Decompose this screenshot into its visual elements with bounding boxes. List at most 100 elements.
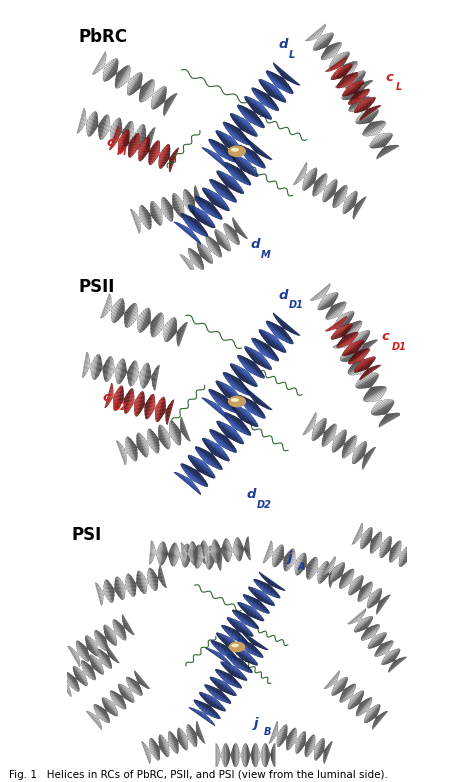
Polygon shape (141, 365, 144, 385)
Polygon shape (109, 359, 113, 380)
Polygon shape (254, 579, 280, 598)
Polygon shape (82, 664, 92, 679)
Polygon shape (155, 572, 158, 584)
Polygon shape (138, 217, 140, 223)
Polygon shape (243, 603, 262, 616)
Polygon shape (253, 745, 254, 766)
Polygon shape (273, 744, 274, 766)
Polygon shape (295, 557, 299, 569)
Polygon shape (135, 392, 142, 416)
Polygon shape (231, 364, 257, 386)
Polygon shape (249, 586, 275, 604)
Polygon shape (266, 321, 293, 344)
Polygon shape (284, 549, 293, 571)
Polygon shape (141, 309, 150, 332)
Polygon shape (349, 74, 355, 78)
Polygon shape (216, 672, 239, 688)
Polygon shape (112, 299, 121, 322)
Polygon shape (316, 34, 326, 43)
Polygon shape (121, 361, 126, 382)
Polygon shape (210, 144, 231, 161)
Polygon shape (217, 170, 244, 194)
Polygon shape (66, 680, 72, 687)
Polygon shape (86, 120, 88, 126)
Polygon shape (323, 185, 326, 190)
Polygon shape (380, 543, 383, 548)
Polygon shape (347, 84, 352, 87)
Polygon shape (252, 747, 253, 763)
Polygon shape (91, 712, 101, 725)
Polygon shape (228, 421, 242, 432)
Polygon shape (222, 681, 228, 685)
Polygon shape (145, 394, 152, 418)
Polygon shape (360, 108, 366, 111)
Polygon shape (314, 419, 327, 441)
Polygon shape (124, 584, 125, 590)
Polygon shape (316, 34, 321, 38)
Polygon shape (353, 445, 359, 457)
Polygon shape (329, 569, 333, 580)
Polygon shape (73, 650, 80, 660)
Polygon shape (202, 188, 229, 211)
Polygon shape (150, 399, 155, 416)
Polygon shape (235, 620, 248, 629)
Polygon shape (147, 395, 155, 419)
Polygon shape (224, 643, 231, 647)
Polygon shape (377, 644, 393, 657)
Polygon shape (229, 618, 253, 633)
Polygon shape (237, 106, 264, 128)
Polygon shape (252, 339, 278, 361)
Polygon shape (201, 457, 211, 465)
Polygon shape (151, 201, 161, 225)
Polygon shape (104, 64, 107, 70)
Polygon shape (168, 734, 174, 752)
Polygon shape (182, 217, 205, 236)
Polygon shape (239, 622, 246, 626)
Polygon shape (252, 88, 279, 111)
Polygon shape (360, 371, 365, 375)
Polygon shape (160, 542, 163, 565)
Polygon shape (182, 218, 203, 235)
Text: d: d (246, 489, 256, 501)
Polygon shape (226, 418, 245, 434)
Polygon shape (332, 431, 342, 448)
Polygon shape (130, 689, 131, 691)
Polygon shape (141, 434, 148, 454)
Polygon shape (241, 145, 264, 165)
Polygon shape (110, 694, 122, 708)
Polygon shape (229, 637, 235, 641)
Polygon shape (147, 572, 152, 588)
Polygon shape (92, 655, 104, 672)
Polygon shape (109, 388, 113, 404)
Polygon shape (342, 319, 352, 328)
Polygon shape (230, 660, 246, 671)
Polygon shape (89, 363, 90, 368)
Polygon shape (110, 692, 125, 709)
Polygon shape (181, 465, 207, 487)
Polygon shape (259, 572, 285, 590)
Polygon shape (196, 731, 199, 737)
Polygon shape (245, 159, 251, 164)
Polygon shape (356, 583, 363, 592)
Polygon shape (129, 438, 137, 459)
Polygon shape (227, 744, 228, 766)
Polygon shape (148, 571, 153, 589)
Polygon shape (231, 646, 258, 665)
Polygon shape (332, 53, 337, 57)
Polygon shape (293, 559, 295, 564)
Polygon shape (128, 77, 132, 85)
Polygon shape (195, 198, 221, 220)
Polygon shape (216, 131, 243, 154)
Polygon shape (221, 626, 248, 644)
Polygon shape (332, 678, 343, 691)
Polygon shape (107, 385, 113, 407)
Polygon shape (349, 693, 357, 702)
Polygon shape (354, 447, 357, 453)
Polygon shape (359, 99, 364, 102)
Polygon shape (177, 323, 185, 344)
Polygon shape (321, 43, 342, 60)
Polygon shape (187, 724, 196, 747)
Polygon shape (375, 716, 379, 720)
Polygon shape (195, 700, 220, 718)
Polygon shape (223, 542, 225, 559)
